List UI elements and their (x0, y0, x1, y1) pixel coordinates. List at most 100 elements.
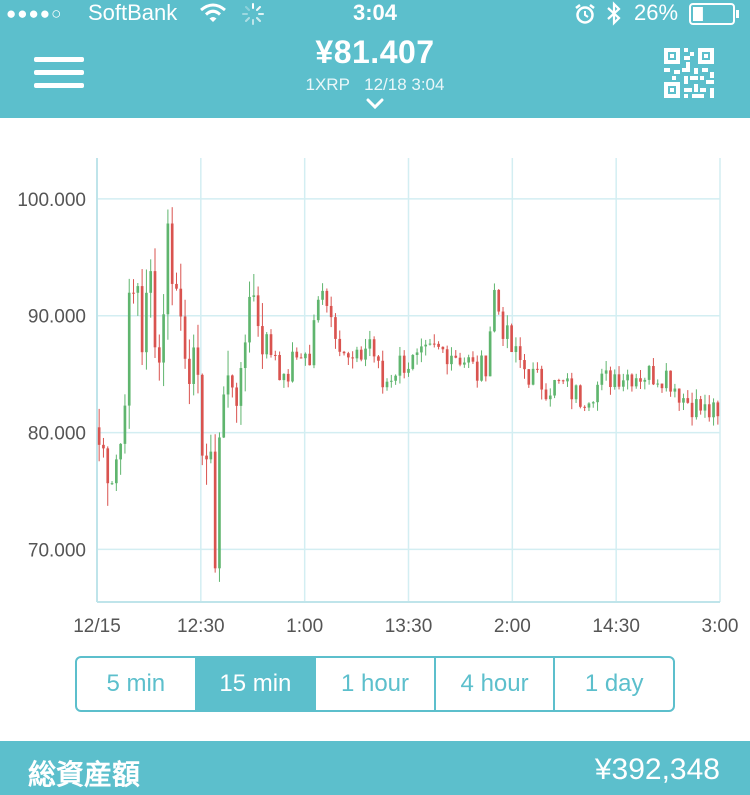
status-bar: ●●●●○ SoftBank 3:04 26% (0, 0, 750, 28)
timeframe-option-15-min[interactable]: 15 min (196, 658, 317, 710)
timeframe-selector: 5 min 15 min 1 hour 4 hour 1 day (75, 656, 675, 712)
candle-body (286, 373, 290, 382)
candle-body (321, 290, 324, 300)
candle-body (316, 299, 320, 321)
candle-body (415, 352, 419, 355)
candle-body (351, 357, 354, 359)
candle-body (166, 223, 170, 315)
candle-body (656, 383, 660, 385)
candle-body (458, 357, 462, 365)
candle-body (441, 346, 445, 350)
candle-body (308, 353, 312, 366)
candle-body (445, 349, 449, 365)
candle-body (355, 349, 359, 359)
timeframe-option-1-hour[interactable]: 1 hour (316, 658, 436, 710)
candle-body (252, 295, 256, 297)
candle-body (123, 405, 127, 444)
candle-body (669, 370, 672, 392)
timeframe-option-5-min[interactable]: 5 min (77, 658, 197, 710)
candle-body (119, 443, 122, 460)
candle-body (652, 366, 655, 385)
candle-body (231, 375, 234, 388)
candle-body (450, 355, 453, 365)
candle-body (677, 388, 681, 403)
candle-body (213, 451, 217, 569)
candle-body (518, 346, 522, 361)
candle-body (505, 325, 509, 339)
candle-body (690, 402, 694, 418)
candle-body (389, 380, 393, 382)
candle-body (106, 448, 110, 484)
candle-body (145, 292, 148, 353)
candle-body (544, 389, 548, 400)
alarm-icon (575, 4, 595, 24)
timeframe-option-1-day[interactable]: 1 day (584, 670, 644, 697)
candle-body (454, 355, 458, 358)
price-subtitle: 1XRP 12/18 3:04 (0, 75, 750, 95)
x-tick-label: 12:30 (177, 616, 225, 637)
x-tick-label: 13:30 (385, 616, 433, 637)
signal-strength: ●●●●○ (6, 4, 63, 23)
candle-body (222, 394, 226, 438)
candle-body (561, 380, 565, 382)
candle-body (682, 398, 685, 403)
x-tick-label: 14:30 (592, 616, 640, 637)
candle-body (523, 360, 526, 370)
candle-body (488, 331, 492, 377)
candle-body (596, 384, 599, 403)
candle-body (579, 385, 582, 407)
wifi-icon (200, 3, 226, 22)
candle-body (200, 374, 204, 456)
candle-body (256, 295, 260, 327)
total-assets-value: ¥392,348 (594, 753, 720, 786)
candle-body (613, 374, 617, 388)
candle-body (226, 375, 230, 395)
candle-body (475, 361, 479, 381)
y-tick-label: 80.000 (28, 424, 86, 445)
candle-body (467, 357, 470, 363)
candle-body (420, 346, 423, 353)
candle-body (377, 356, 380, 361)
candle-body (497, 289, 501, 312)
candle-body (364, 348, 367, 360)
candle-body (183, 316, 187, 359)
candle-body (553, 380, 556, 396)
timeframe-option-4-hour[interactable]: 4 hour (436, 658, 556, 710)
candle-body (557, 380, 561, 382)
candle-body (437, 343, 440, 347)
candle-body (381, 360, 385, 388)
candle-body (514, 346, 518, 353)
bluetooth-icon (607, 1, 621, 26)
candle-body (153, 271, 157, 348)
candle-body (312, 320, 316, 366)
x-tick-label: 1:00 (286, 616, 323, 637)
candle-body (295, 351, 299, 358)
candle-body (157, 347, 161, 363)
candle-body (471, 357, 475, 362)
candle-body (329, 305, 333, 318)
candle-body (196, 347, 200, 375)
total-assets-bar: 総資産額 ¥392,348 (0, 741, 750, 795)
candle-body (626, 374, 629, 381)
candle-body (342, 351, 346, 354)
battery-icon (689, 3, 739, 25)
candle-body (97, 427, 101, 445)
candle-body (243, 342, 247, 369)
menu-button[interactable] (34, 53, 84, 93)
candle-body (480, 355, 483, 381)
candle-body (566, 378, 569, 382)
candle-body (432, 343, 436, 345)
candle-body (209, 451, 213, 460)
candle-body (347, 353, 350, 358)
candle-body (136, 286, 140, 293)
candle-body (643, 379, 647, 382)
qr-code-icon[interactable] (664, 48, 714, 98)
candle-body (664, 370, 668, 389)
chevron-down-icon[interactable] (363, 96, 387, 112)
candle-body (531, 368, 535, 385)
candle-body (239, 368, 243, 406)
candle-body (385, 381, 389, 388)
candle-body (110, 483, 114, 485)
candle-body (411, 354, 415, 369)
candle-body (368, 339, 372, 349)
